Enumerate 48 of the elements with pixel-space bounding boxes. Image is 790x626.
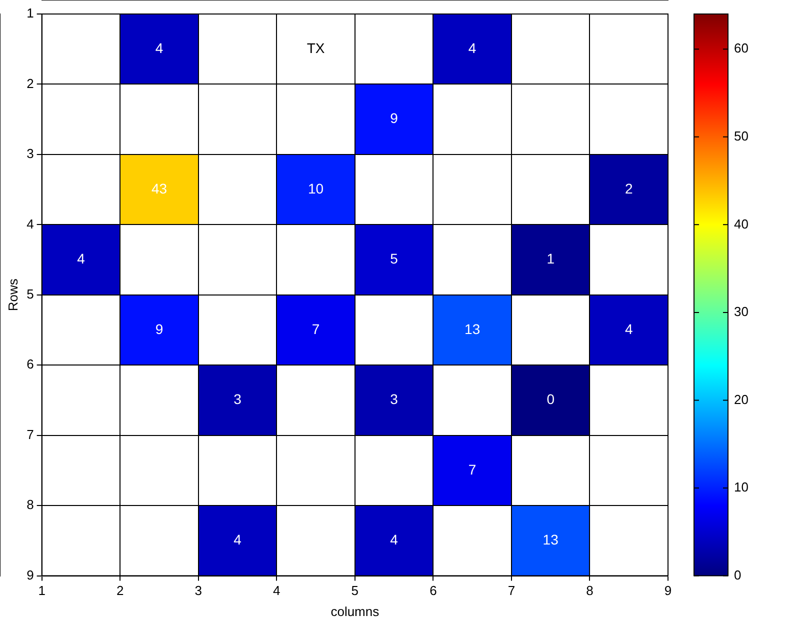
color-bar-label: 20 bbox=[734, 392, 748, 407]
data-label: 4 bbox=[468, 40, 476, 56]
data-label: 9 bbox=[390, 110, 398, 126]
data-label: 13 bbox=[542, 532, 559, 548]
y-tick-label: 3 bbox=[26, 146, 34, 162]
color-bar-label: 50 bbox=[734, 128, 748, 144]
x-axis-title: columns bbox=[330, 604, 380, 619]
data-label: 9 bbox=[155, 320, 164, 337]
data-label: 43 bbox=[151, 180, 168, 196]
y-tick-label: 6 bbox=[26, 356, 34, 372]
x-tick-label: 2 bbox=[116, 583, 124, 598]
x-tick-label: 7 bbox=[508, 583, 516, 598]
color-bar-label: 60 bbox=[734, 40, 748, 56]
y-tick-label: 1 bbox=[26, 6, 34, 21]
text: TX bbox=[306, 40, 325, 56]
y-tick-label: 7 bbox=[26, 426, 34, 442]
color-bar-label: 30 bbox=[734, 304, 748, 320]
x-tick-label: 9 bbox=[664, 583, 672, 598]
y-tick-label: 2 bbox=[26, 76, 34, 91]
data-label: 4 bbox=[234, 532, 242, 548]
data-label: 4 bbox=[624, 320, 633, 337]
data-label: 3 bbox=[390, 391, 398, 408]
x-tick-label: 3 bbox=[194, 583, 202, 598]
x-tick-label: 4 bbox=[273, 583, 280, 598]
y-tick-label: 4 bbox=[26, 216, 34, 232]
data-label: 7 bbox=[468, 461, 476, 478]
data-label: 7 bbox=[312, 320, 320, 337]
color-bar-label: 40 bbox=[734, 216, 748, 232]
data-label: 1 bbox=[546, 250, 555, 267]
data-label: 3 bbox=[234, 391, 242, 408]
y-axis-title: Rows bbox=[5, 278, 20, 312]
data-label: 10 bbox=[308, 180, 324, 196]
x-tick-label: 8 bbox=[586, 583, 594, 598]
data-label: 0 bbox=[546, 391, 555, 408]
y-tick-label: 9 bbox=[26, 567, 34, 582]
y-tick-label: 8 bbox=[26, 497, 34, 512]
data-label: 5 bbox=[390, 250, 398, 267]
x-tick-label: 1 bbox=[38, 583, 46, 598]
color-bar-label: 0 bbox=[734, 567, 742, 582]
data-label: 4 bbox=[390, 532, 398, 548]
data-label: 2 bbox=[624, 180, 633, 196]
y-tick-label: 5 bbox=[26, 286, 34, 302]
x-tick-label: 5 bbox=[351, 583, 359, 598]
data-label: 13 bbox=[464, 320, 480, 337]
color-bar-label: 10 bbox=[734, 480, 748, 495]
data-label: 4 bbox=[155, 40, 164, 56]
x-tick-label: 6 bbox=[430, 583, 437, 598]
data-label: 4 bbox=[77, 250, 86, 267]
